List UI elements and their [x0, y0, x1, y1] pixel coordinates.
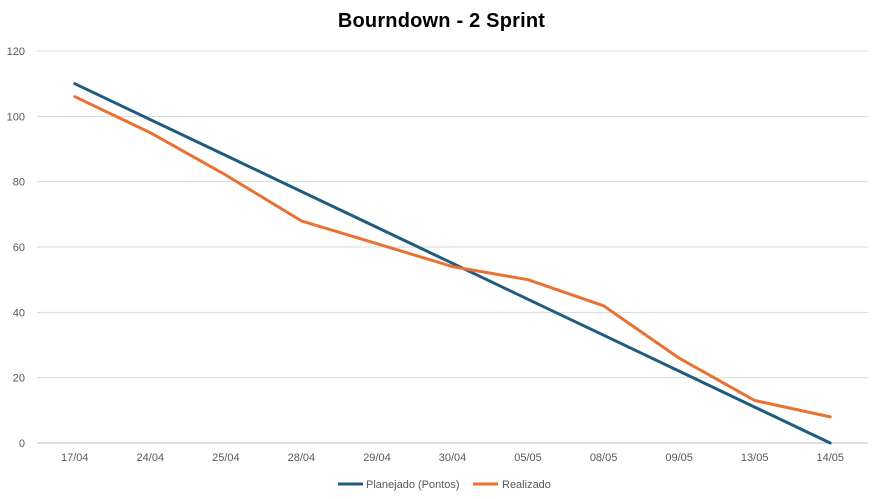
axes: 0 20 40 60 80 100 120 17/04 24/04 25/04 28/04 29/04…	[7, 46, 868, 464]
x-tick-label: 08/05	[590, 452, 618, 464]
x-tick-label: 14/05	[816, 452, 844, 464]
x-tick-label: 24/04	[137, 452, 165, 464]
x-tick-label: 05/05	[514, 452, 542, 464]
x-tick-label: 29/04	[363, 452, 391, 464]
chart-title: Bourndown - 2 Sprint	[337, 10, 546, 32]
y-tick-label: 40	[13, 307, 25, 319]
y-tick-label: 20	[13, 373, 25, 385]
x-tick-label: 09/05	[665, 452, 693, 464]
x-tick-label: 30/04	[439, 452, 467, 464]
x-tick-label: 25/04	[212, 452, 240, 464]
legend: Planejado (Pontos) Realizado	[338, 479, 551, 491]
y-tick-label: 120	[7, 46, 25, 58]
y-tick-label: 100	[7, 111, 25, 123]
x-tick-label: 28/04	[288, 452, 316, 464]
x-tick-label: 17/04	[61, 452, 89, 464]
y-tick-label: 80	[13, 177, 25, 189]
series-line-planejado	[73, 82, 832, 445]
series-line-realizado	[73, 95, 832, 419]
gridlines	[37, 50, 868, 379]
y-tick-label: 60	[13, 242, 25, 254]
legend-label: Planejado (Pontos)	[366, 479, 460, 491]
legend-label: Realizado	[502, 479, 551, 491]
x-tick-label: 13/05	[741, 452, 769, 464]
y-tick-label: 0	[19, 438, 25, 450]
series-lines	[73, 82, 832, 445]
